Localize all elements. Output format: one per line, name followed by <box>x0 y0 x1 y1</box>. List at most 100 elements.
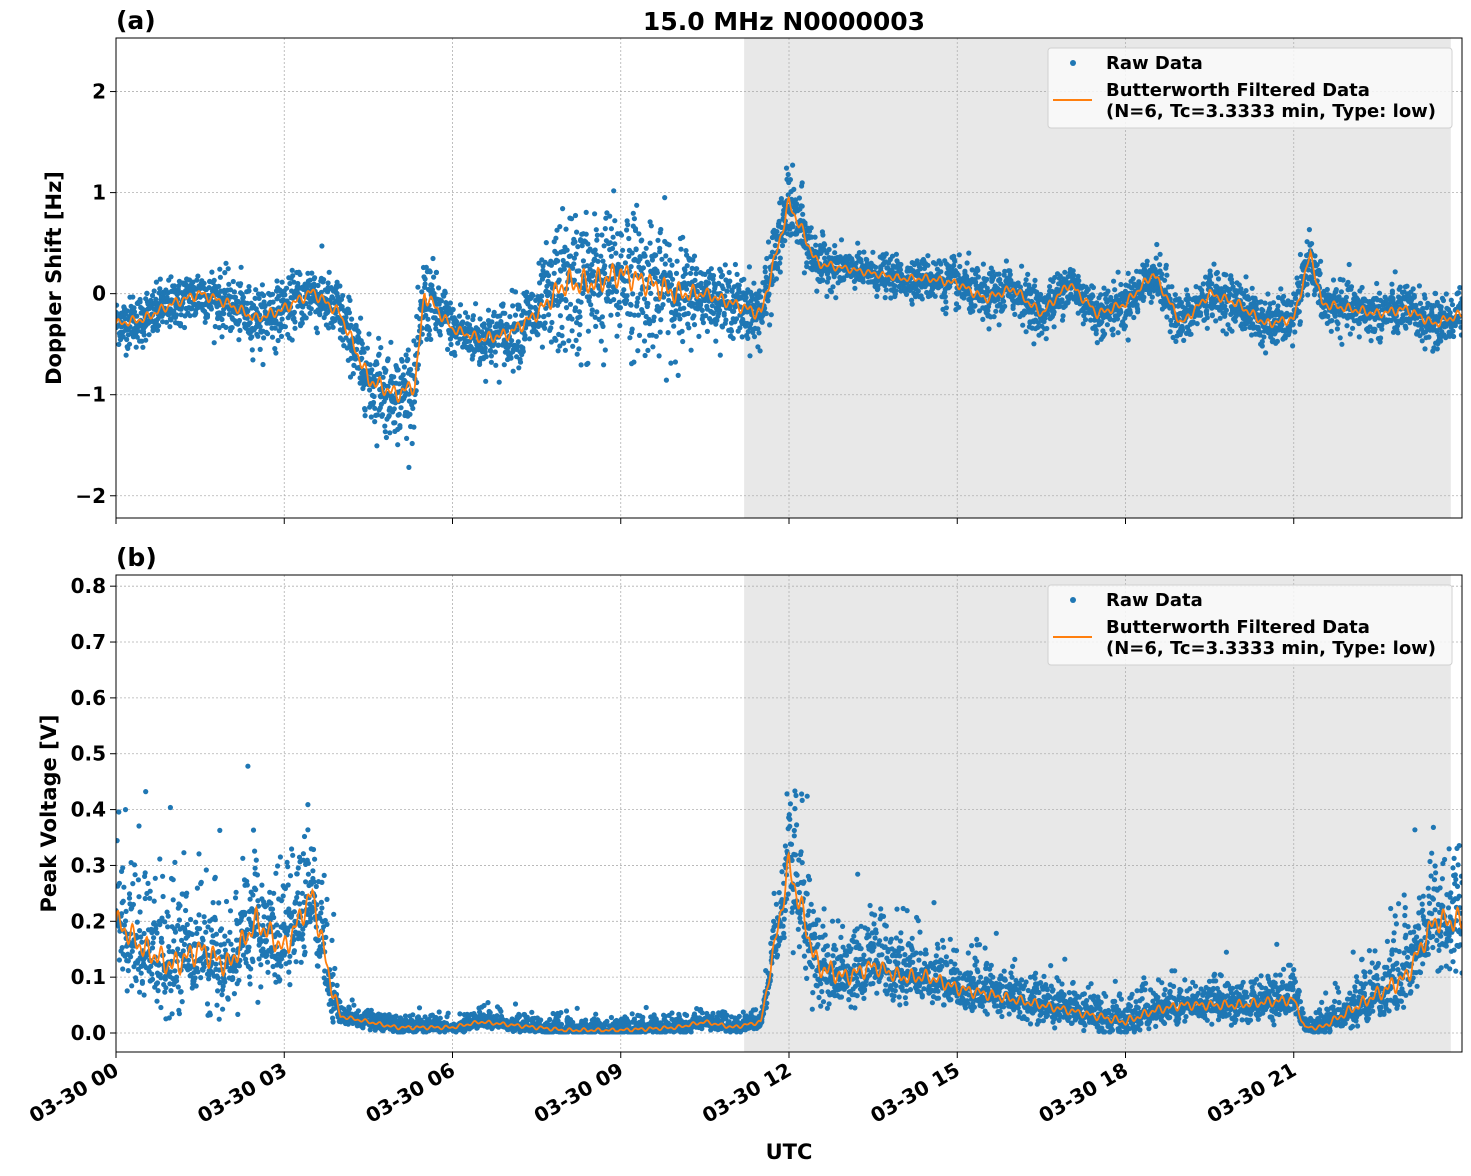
raw-data-point <box>590 307 595 312</box>
raw-data-point <box>1173 339 1178 344</box>
raw-data-point <box>640 310 645 315</box>
raw-data-point <box>1294 275 1299 280</box>
raw-data-point <box>663 253 668 258</box>
raw-data-point <box>1061 313 1066 318</box>
raw-data-point <box>321 277 326 282</box>
raw-data-point <box>657 353 662 358</box>
raw-data-point <box>724 289 729 294</box>
raw-data-point <box>116 342 121 347</box>
raw-data-point <box>222 270 227 275</box>
raw-data-point <box>209 306 214 311</box>
raw-data-point <box>861 250 866 255</box>
raw-data-point <box>1331 277 1336 282</box>
raw-data-point <box>374 443 379 448</box>
raw-data-point <box>1110 327 1115 332</box>
raw-data-point <box>427 332 432 337</box>
raw-data-point <box>555 258 560 263</box>
raw-data-point <box>1439 304 1444 309</box>
raw-data-point <box>1112 287 1117 292</box>
raw-data-point <box>1032 283 1037 288</box>
raw-data-point <box>484 354 489 359</box>
raw-data-point <box>553 338 558 343</box>
raw-data-point <box>802 220 807 225</box>
raw-data-point <box>585 241 590 246</box>
raw-data-point <box>1248 317 1253 322</box>
raw-data-point <box>592 211 597 216</box>
raw-data-point <box>144 291 149 296</box>
raw-data-point <box>723 262 728 267</box>
raw-data-point <box>709 266 714 271</box>
raw-data-point <box>1038 292 1043 297</box>
raw-data-point <box>265 331 270 336</box>
raw-data-point <box>629 264 634 269</box>
raw-data-point <box>1116 330 1121 335</box>
raw-data-point <box>1164 263 1169 268</box>
raw-data-point <box>1451 334 1456 339</box>
raw-data-point <box>1233 319 1238 324</box>
raw-data-point <box>1309 241 1314 246</box>
raw-data-point <box>1131 276 1136 281</box>
raw-data-point <box>380 412 385 417</box>
raw-data-point <box>718 353 723 358</box>
raw-data-point <box>654 334 659 339</box>
raw-data-point <box>892 283 897 288</box>
raw-data-point <box>463 310 468 315</box>
raw-data-point <box>644 246 649 251</box>
raw-data-point <box>727 279 732 284</box>
raw-data-point <box>630 327 635 332</box>
raw-data-point <box>1325 314 1330 319</box>
raw-data-point <box>371 400 376 405</box>
raw-data-point <box>410 441 415 446</box>
raw-data-point <box>658 227 663 232</box>
raw-data-point <box>401 372 406 377</box>
raw-data-point <box>674 271 679 276</box>
raw-data-point <box>577 309 582 314</box>
raw-data-point <box>664 378 669 383</box>
raw-data-point <box>618 253 623 258</box>
raw-data-point <box>797 195 802 200</box>
raw-data-point <box>143 870 148 875</box>
raw-data-point <box>667 258 672 263</box>
raw-data-point <box>212 278 217 283</box>
raw-data-point <box>813 235 818 240</box>
raw-data-point <box>1201 281 1206 286</box>
raw-data-point <box>1411 286 1416 291</box>
raw-data-point <box>758 294 763 299</box>
raw-data-point <box>1260 339 1265 344</box>
raw-data-point <box>372 419 377 424</box>
raw-data-point <box>1292 329 1297 334</box>
y-tick-label: 1 <box>92 181 106 205</box>
raw-data-point <box>591 269 596 274</box>
raw-data-point <box>152 288 157 293</box>
raw-data-point <box>894 252 899 257</box>
raw-data-point <box>559 325 564 330</box>
raw-data-point <box>1242 326 1247 331</box>
raw-data-point <box>360 341 365 346</box>
raw-data-point <box>1044 326 1049 331</box>
raw-data-point <box>1290 343 1295 348</box>
raw-data-point <box>1216 276 1221 281</box>
raw-data-point <box>1215 270 1220 275</box>
raw-data-point <box>535 332 540 337</box>
raw-data-point <box>684 287 689 292</box>
raw-data-point <box>1123 324 1128 329</box>
raw-data-point <box>574 338 579 343</box>
legend-filtered-params: (N=6, Tc=3.3333 min, Type: low) <box>1106 101 1436 122</box>
raw-data-point <box>391 374 396 379</box>
raw-data-point <box>1208 268 1213 273</box>
raw-data-point <box>349 317 354 322</box>
raw-data-point <box>140 345 145 350</box>
raw-data-point <box>142 931 147 936</box>
raw-data-point <box>729 329 734 334</box>
raw-data-point <box>957 264 962 269</box>
raw-data-point <box>636 313 641 318</box>
raw-data-point <box>1360 285 1365 290</box>
chart-title: 15.0 MHz N0000003 <box>643 7 925 36</box>
raw-data-point <box>127 891 132 896</box>
raw-data-point <box>970 309 975 314</box>
raw-data-point <box>167 324 172 329</box>
raw-data-point <box>893 288 898 293</box>
raw-data-point <box>513 289 518 294</box>
raw-data-point <box>493 363 498 368</box>
raw-data-point <box>123 918 128 923</box>
